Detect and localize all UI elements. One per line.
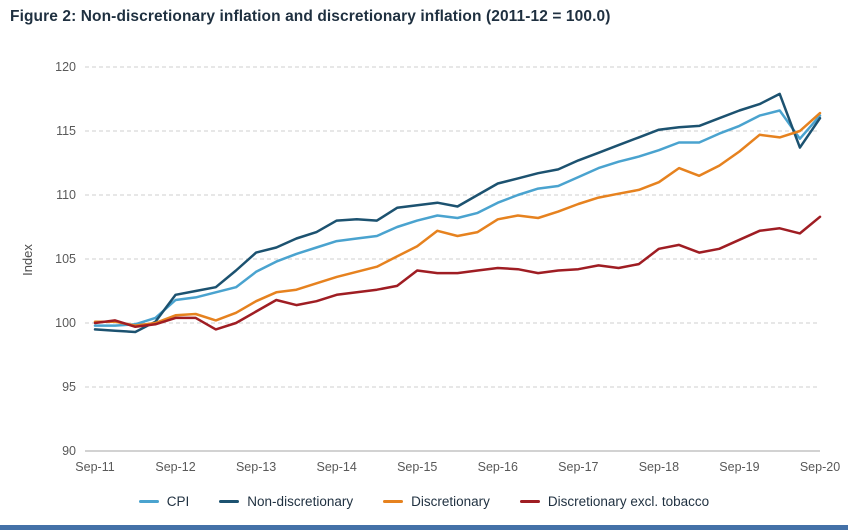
legend-swatch [519,500,540,503]
series-line-discretionary [93,111,822,327]
y-tick-label: 115 [56,124,76,138]
legend-label: Non-discretionary [247,494,354,509]
x-tick-label: Sep-11 [75,460,114,474]
x-tick-label: Sep-16 [478,460,518,474]
x-tick-label: Sep-17 [558,460,598,474]
x-tick-label: Sep-12 [155,460,195,474]
y-tick-label: 90 [62,444,76,458]
legend: CPI Non-discretionary Discretionary Discret… [0,494,848,509]
y-tick-label: 100 [55,316,76,330]
legend-swatch [383,500,404,503]
legend-item-discretionary-excl-tobacco: Discretionary excl. tobacco [519,494,710,509]
y-tick-label: 110 [56,188,76,202]
y-tick-label: 105 [55,252,76,266]
legend-item-discretionary: Discretionary [383,494,490,509]
x-tick-label: Sep-18 [639,460,679,474]
legend-label: Discretionary [411,494,490,509]
figure-title: Figure 2: Non-discretionary inflation an… [10,8,611,25]
accent-strip [0,525,848,530]
x-tick-label: Sep-14 [317,460,357,474]
legend-swatch [219,500,240,503]
series-line-discretionary-excl-tobacco [93,215,822,331]
series-line-non-discretionary [93,92,822,334]
x-tick-label: Sep-13 [236,460,276,474]
legend-swatch [138,500,159,503]
x-tick-label: Sep-19 [719,460,759,474]
y-tick-label: 95 [62,380,76,394]
legend-item-non-discretionary: Non-discretionary [219,494,353,509]
series-line-cpi [93,109,822,327]
chart-svg: 90 95 100 105 110 115 120 Index Sep-11 Sep-12 Sep-… [20,60,840,474]
legend-item-cpi: CPI [138,494,190,509]
x-tick-label: Sep-15 [397,460,437,474]
x-tick-label: Sep-20 [800,460,840,474]
legend-label: Discretionary excl. tobacco [547,494,710,509]
y-axis-title: Index [20,244,35,276]
y-tick-label: 120 [55,60,76,74]
chart-area: 90 95 100 105 110 115 120 Index Sep-11 Sep-12 Sep-… [0,55,848,485]
legend-label: CPI [166,494,190,509]
